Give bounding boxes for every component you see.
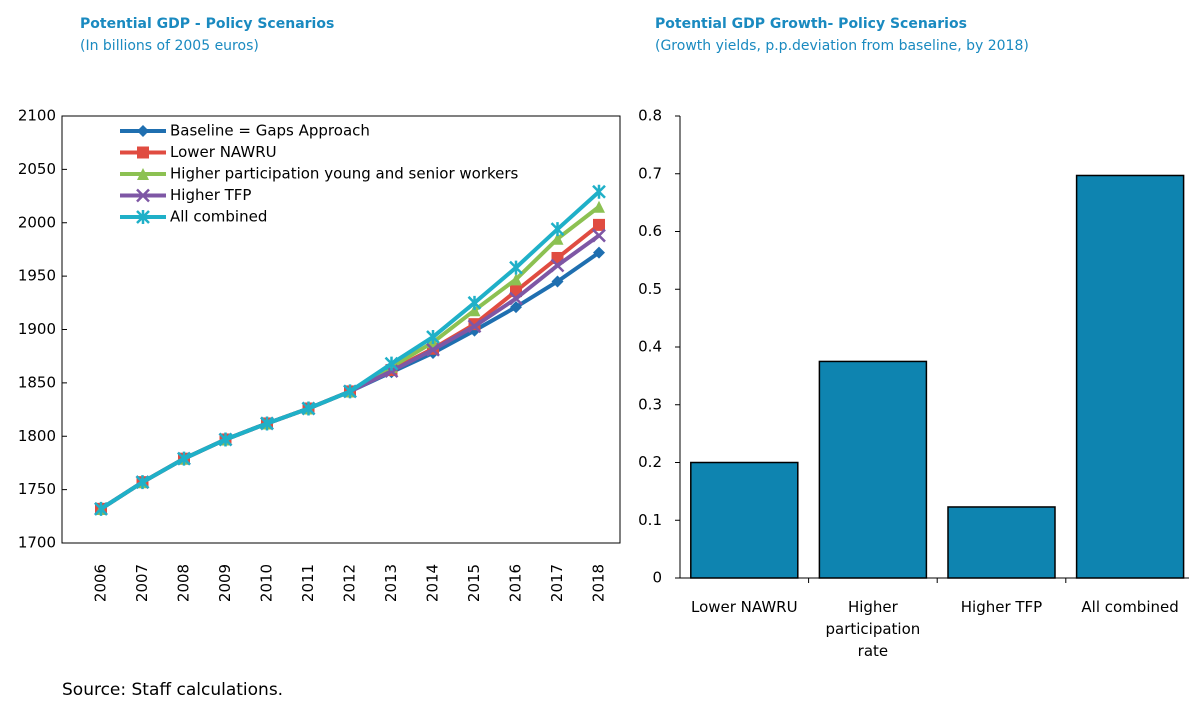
point: [551, 232, 564, 245]
x-tick-label: Higher TFP: [960, 598, 1043, 616]
x-tick-label: 2011: [299, 564, 317, 602]
x-tick-label: 2016: [507, 564, 525, 602]
series-line: [99, 190, 601, 511]
chart-title: Potential GDP Growth- Policy Scenarios: [655, 16, 967, 32]
point: [343, 384, 357, 399]
x-tick-label: 2013: [382, 564, 400, 602]
y-tick-label: 1800: [18, 427, 56, 445]
point: [467, 295, 482, 310]
x-tick-label: All combined: [1081, 598, 1179, 616]
y-tick-label: 1850: [18, 373, 56, 391]
source: Source: Staff calculations.: [62, 680, 283, 700]
legend-label: Lower NAWRU: [170, 143, 277, 161]
y-tick-label: 2050: [18, 160, 56, 178]
point: [509, 260, 523, 275]
chart-subtitle: (In billions of 2005 euros): [80, 38, 259, 54]
x-tick-label: 2017: [548, 564, 566, 602]
legend-marker: [137, 168, 149, 180]
point: [510, 301, 522, 314]
y-tick-label: 2100: [18, 107, 56, 125]
point: [510, 273, 522, 286]
chart-subtitle: (Growth yields, p.p.deviation from basel…: [655, 38, 1029, 54]
y-tick-label: 1750: [18, 480, 56, 498]
point: [384, 356, 399, 371]
y-tick-label: 1700: [18, 534, 56, 552]
point: [94, 501, 108, 516]
x-tick-label: 2008: [175, 564, 193, 602]
point: [592, 184, 606, 199]
legend-label: Higher participation young and senior wo…: [170, 165, 519, 183]
y-tick-label: 0.6: [638, 222, 662, 240]
x-tick-label: 2010: [258, 564, 276, 602]
point: [593, 200, 605, 213]
x-tick-label: 2018: [590, 564, 608, 602]
point: [593, 218, 605, 231]
point: [177, 451, 191, 466]
x-tick-label: 2015: [465, 564, 483, 602]
point: [468, 304, 481, 317]
x-tick-label: 2009: [216, 564, 234, 602]
y-tick-label: 0.7: [638, 164, 662, 182]
chart-title: Potential GDP - Policy Scenarios: [80, 16, 334, 32]
point: [550, 258, 565, 273]
legend-label: Higher TFP: [170, 186, 251, 204]
point: [467, 319, 482, 334]
legend-marker: [136, 188, 150, 203]
series-line: [99, 233, 601, 511]
point: [135, 475, 150, 490]
point: [218, 432, 233, 447]
x-tick-label: 2006: [92, 564, 110, 602]
y-tick-label: 0.2: [638, 453, 662, 471]
point: [301, 401, 316, 416]
point: [551, 251, 564, 264]
legend-label: All combined: [170, 208, 267, 226]
y-tick-label: 0.5: [638, 280, 662, 298]
legend-marker: [137, 146, 149, 159]
series-line: [99, 223, 601, 511]
bar: [1075, 174, 1185, 579]
x-tick-label: 2014: [424, 564, 442, 602]
legend-label: Baseline = Gaps Approach: [170, 122, 370, 140]
point: [550, 222, 565, 237]
x-tick-label: 2007: [133, 564, 151, 602]
y-tick-label: 1950: [18, 267, 56, 285]
point: [509, 291, 523, 306]
y-tick-label: 2000: [18, 213, 56, 231]
point: [593, 246, 605, 259]
legend-marker: [136, 210, 150, 224]
point: [426, 329, 440, 344]
y-tick-label: 0.1: [638, 511, 662, 529]
x-tick-label: Higher participation rate: [825, 598, 921, 660]
point: [260, 416, 274, 431]
legend-marker: [137, 125, 149, 137]
x-tick-label: 2012: [341, 564, 359, 602]
y-tick-label: 0.4: [638, 338, 662, 356]
point: [426, 342, 440, 357]
point: [551, 275, 564, 288]
bar: [818, 360, 928, 579]
y-tick-label: 0.8: [638, 107, 662, 125]
y-tick-label: 0.3: [638, 395, 662, 413]
point: [592, 228, 606, 243]
y-tick-label: 1900: [18, 320, 56, 338]
bar: [690, 461, 799, 579]
x-tick-label: Lower NAWRU: [690, 598, 798, 616]
bar: [947, 506, 1056, 579]
y-tick-label: 0: [652, 569, 662, 587]
